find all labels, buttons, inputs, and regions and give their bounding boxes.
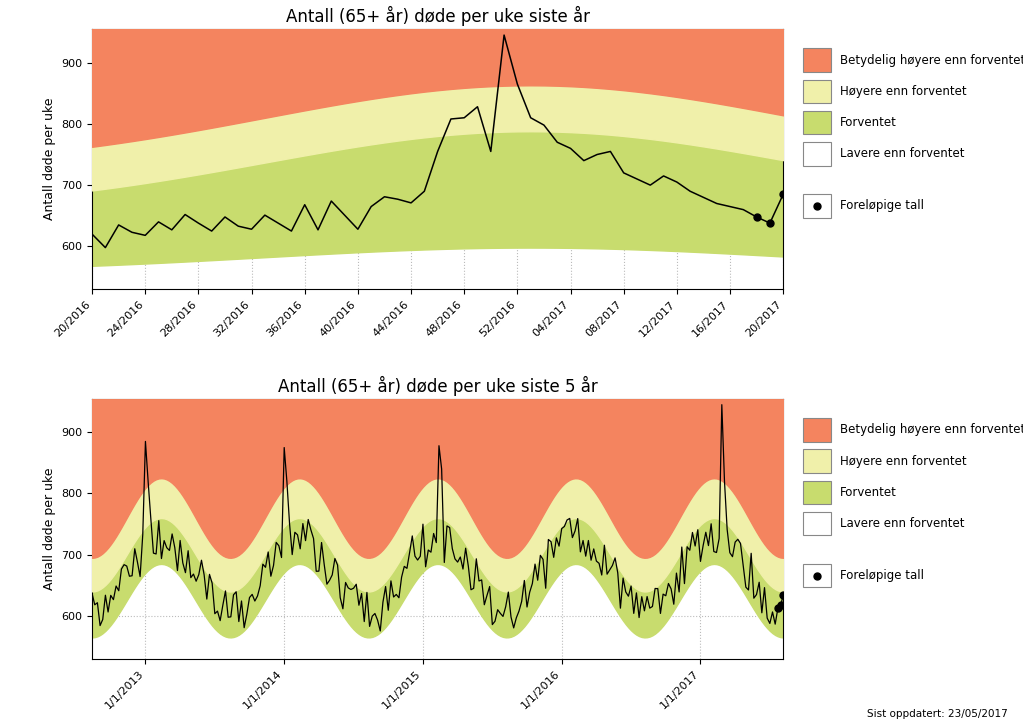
- Bar: [803, 194, 832, 218]
- Bar: [803, 564, 832, 587]
- Title: Antall (65+ år) døde per uke siste år: Antall (65+ år) døde per uke siste år: [285, 6, 589, 26]
- Text: Betydelig høyere enn forventet: Betydelig høyere enn forventet: [840, 54, 1023, 67]
- Text: Foreløpige tall: Foreløpige tall: [840, 569, 924, 582]
- Bar: [803, 450, 832, 473]
- Text: Forventet: Forventet: [840, 116, 897, 129]
- Text: Betydelig høyere enn forventet: Betydelig høyere enn forventet: [840, 424, 1023, 437]
- Text: Sist oppdatert: 23/05/2017: Sist oppdatert: 23/05/2017: [866, 709, 1008, 719]
- Text: Lavere enn forventet: Lavere enn forventet: [840, 517, 965, 530]
- Y-axis label: Antall døde per uke: Antall døde per uke: [43, 98, 55, 220]
- Bar: [803, 512, 832, 535]
- Bar: [803, 49, 832, 72]
- Text: Forventet: Forventet: [840, 486, 897, 499]
- Text: Lavere enn forventet: Lavere enn forventet: [840, 148, 965, 161]
- Text: Høyere enn forventet: Høyere enn forventet: [840, 85, 967, 98]
- Bar: [803, 481, 832, 504]
- Y-axis label: Antall døde per uke: Antall døde per uke: [43, 468, 55, 590]
- Bar: [803, 418, 832, 442]
- Title: Antall (65+ år) døde per uke siste 5 år: Antall (65+ år) døde per uke siste 5 år: [278, 376, 597, 395]
- Text: Foreløpige tall: Foreløpige tall: [840, 199, 924, 212]
- Text: Høyere enn forventet: Høyere enn forventet: [840, 455, 967, 468]
- Bar: [803, 142, 832, 166]
- Bar: [803, 80, 832, 103]
- Bar: [803, 111, 832, 135]
